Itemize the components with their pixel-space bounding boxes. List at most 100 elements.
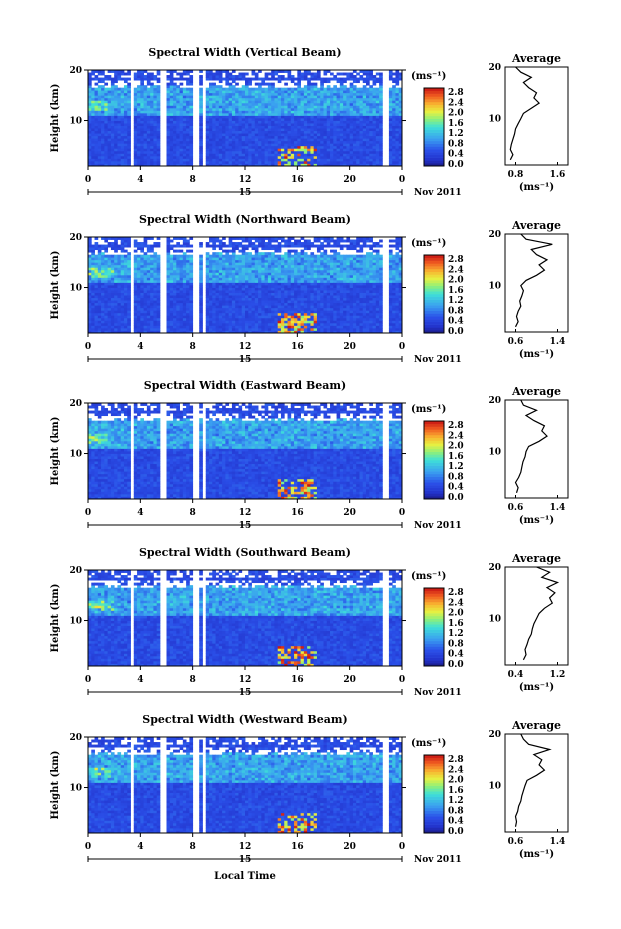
heatmap-cell <box>209 138 213 142</box>
heatmap-cell <box>110 297 115 301</box>
heatmap-cell <box>91 300 95 304</box>
heatmap-cell <box>379 160 383 164</box>
heatmap-cell <box>248 155 252 159</box>
heatmap-cell <box>267 155 272 159</box>
heatmap-cell <box>251 105 256 109</box>
heatmap-cell <box>271 123 275 126</box>
heatmap-cell <box>235 315 239 319</box>
heatmap-cell <box>218 140 223 144</box>
heatmap-cell <box>254 257 259 261</box>
heatmap-cell <box>143 317 148 321</box>
heatmap-cell <box>215 97 220 101</box>
heatmap-cell <box>346 158 351 162</box>
heatmap-cell <box>359 75 364 78</box>
heatmap-cell <box>88 140 92 144</box>
heatmap-cell <box>362 107 367 111</box>
heatmap-cell <box>97 312 102 316</box>
heatmap-cell <box>110 310 115 314</box>
heatmap-cell <box>258 120 262 124</box>
heatmap-cell <box>107 312 112 316</box>
heatmap-cell <box>133 153 138 157</box>
heatmap-cell <box>241 257 246 261</box>
heatmap-cell <box>362 118 367 121</box>
heatmap-cell <box>372 160 377 164</box>
heatmap-cell <box>343 100 347 104</box>
heatmap-cell <box>280 115 285 119</box>
heatmap-cell <box>235 118 239 121</box>
heatmap-cell <box>297 85 301 89</box>
heatmap-cell <box>215 290 220 293</box>
heatmap-cell <box>97 115 102 119</box>
heatmap-cell <box>97 95 102 99</box>
heatmap-cell <box>199 295 203 299</box>
heatmap-cell <box>101 267 105 271</box>
heatmap-cell <box>369 110 373 114</box>
heatmap-cell <box>228 77 233 81</box>
heatmap-cell <box>189 123 194 126</box>
heatmap-cell <box>245 320 249 324</box>
heatmap-cell <box>199 143 203 147</box>
heatmap-cell <box>366 72 370 76</box>
heatmap-cell <box>267 237 272 240</box>
heatmap-cell <box>231 267 236 271</box>
heatmap-cell <box>280 145 285 149</box>
heatmap-cell <box>179 112 184 116</box>
heatmap-cell <box>123 160 128 164</box>
heatmap-cell <box>271 140 275 144</box>
colorbar-swatch <box>424 88 444 92</box>
heatmap-cell <box>107 148 112 152</box>
heatmap-cell <box>235 87 239 91</box>
heatmap-cell <box>307 155 311 159</box>
heatmap-cell <box>120 143 125 147</box>
heatmap-cell <box>150 128 154 132</box>
heatmap-cell <box>372 130 377 134</box>
heatmap-cell <box>271 85 275 89</box>
heatmap-cell <box>189 272 194 276</box>
heatmap-cell <box>114 100 118 104</box>
heatmap-cell <box>127 82 131 86</box>
heatmap-cell <box>189 277 194 281</box>
heatmap-cell <box>330 107 334 111</box>
heatmap-cell <box>133 290 138 293</box>
heatmap-cell <box>140 305 144 309</box>
heatmap-cell <box>300 112 305 116</box>
heatmap-cell <box>323 128 328 132</box>
heatmap-cell <box>212 125 216 129</box>
heatmap-cell <box>238 295 243 299</box>
heatmap-cell <box>241 262 246 266</box>
heatmap-cell <box>182 237 187 240</box>
heatmap-cell <box>264 327 269 331</box>
heatmap-cell <box>104 259 109 263</box>
heatmap-cell <box>173 257 177 261</box>
heatmap-cell <box>182 95 187 99</box>
heatmap-cell <box>238 133 243 137</box>
heatmap-cell <box>156 97 161 101</box>
heatmap-cell <box>94 87 99 91</box>
heatmap-cell <box>94 130 99 134</box>
heatmap-cell <box>366 80 370 84</box>
heatmap-cell <box>133 317 138 321</box>
heatmap-cell <box>101 297 105 301</box>
heatmap-cell <box>372 143 377 147</box>
heatmap-cell <box>182 158 187 162</box>
heatmap-cell <box>215 287 220 291</box>
heatmap-cell <box>150 95 154 99</box>
heatmap-cell <box>186 70 190 73</box>
heatmap-cell <box>176 330 180 334</box>
heatmap-cell <box>326 153 331 157</box>
heatmap-cell <box>140 287 144 291</box>
heatmap-cell <box>310 85 315 89</box>
heatmap-cell <box>169 292 174 296</box>
heatmap-cell <box>231 150 236 154</box>
heatmap-cell <box>316 92 321 96</box>
heatmap-cell <box>146 312 151 316</box>
heatmap-cell <box>218 138 223 142</box>
heatmap-cell <box>88 75 92 78</box>
heatmap-cell <box>91 128 95 132</box>
heatmap-cell <box>117 92 122 96</box>
heatmap-cell <box>123 330 128 334</box>
heatmap-cell <box>303 85 308 89</box>
heatmap-cell <box>104 145 109 149</box>
heatmap-cell <box>297 118 301 121</box>
heatmap-cell <box>117 325 122 329</box>
